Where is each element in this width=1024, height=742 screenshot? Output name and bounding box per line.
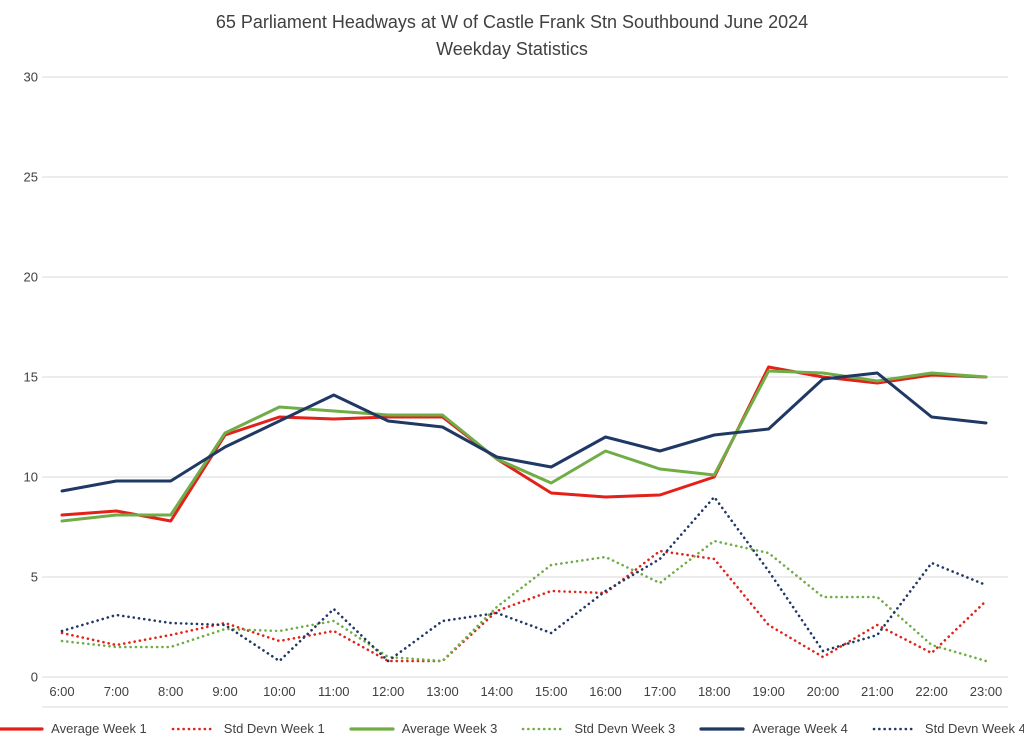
x-axis-tick-label: 22:00	[915, 684, 948, 699]
series-line-average-week-3	[60, 369, 988, 523]
legend-label: Std Devn Week 4	[924, 721, 1024, 736]
legend-line-sample	[522, 727, 567, 730]
chart-title: 65 Parliament Headways at W of Castle Fr…	[0, 9, 1024, 63]
series-line-std-devn-week-3	[60, 539, 988, 663]
x-axis-tick-label: 18:00	[698, 684, 731, 699]
legend-label: Std Devn Week 1	[223, 721, 325, 736]
legend-item: Std Devn Week 1	[171, 721, 325, 736]
legend-item: Std Devn Week 3	[521, 721, 675, 736]
legend-line-sample	[872, 727, 918, 730]
x-axis-tick-label: 12:00	[372, 684, 405, 699]
x-axis-tick-label: 8:00	[158, 684, 183, 699]
y-axis-tick-label: 30	[24, 70, 38, 85]
legend-item: Average Week 3	[349, 721, 498, 736]
legend-label: Average Week 3	[401, 721, 498, 736]
x-axis-tick-label: 21:00	[861, 684, 894, 699]
y-axis-tick-label: 10	[24, 470, 38, 485]
y-axis-tick-label: 20	[24, 270, 38, 285]
legend-label: Std Devn Week 3	[574, 721, 676, 736]
legend-item: Average Week 4	[699, 721, 848, 736]
y-axis-tick-label: 25	[24, 170, 38, 185]
chart-title-line2: Weekday Statistics	[436, 39, 588, 59]
legend-line-sample	[349, 726, 395, 731]
x-axis-tick-label: 9:00	[212, 684, 237, 699]
x-axis-tick-label: 7:00	[104, 684, 129, 699]
x-axis-tick-label: 19:00	[752, 684, 785, 699]
legend: Average Week 1 Std Devn Week 1 Average Wee…	[0, 721, 1024, 736]
series-line-average-week-1	[60, 365, 988, 523]
x-axis-tick-label: 13:00	[426, 684, 459, 699]
legend-item: Average Week 1	[0, 721, 147, 736]
x-axis-tick-label: 16:00	[589, 684, 622, 699]
x-axis-tick-label: 11:00	[318, 684, 350, 699]
y-axis-tick-label: 5	[31, 570, 38, 585]
x-axis-tick-label: 10:00	[263, 684, 296, 699]
legend-line-sample	[0, 726, 44, 731]
legend-label: Average Week 1	[51, 721, 147, 736]
chart-title-line1: 65 Parliament Headways at W of Castle Fr…	[215, 12, 809, 32]
y-axis-tick-label: 15	[24, 370, 38, 385]
x-axis-tick-label: 23:00	[970, 684, 1003, 699]
x-axis-tick-label: 20:00	[807, 684, 840, 699]
series-line-std-devn-week-4	[60, 495, 988, 663]
series-line-std-devn-week-1	[60, 549, 988, 663]
y-axis-tick-label: 0	[31, 670, 38, 685]
x-axis-tick-label: 6:00	[49, 684, 74, 699]
legend-line-sample	[171, 727, 217, 730]
legend-item: Std Devn Week 4	[872, 721, 1024, 736]
x-axis-tick-label: 15:00	[535, 684, 568, 699]
legend-label: Average Week 4	[752, 721, 848, 736]
x-axis-tick-label: 17:00	[644, 684, 677, 699]
legend-line-sample	[699, 726, 745, 731]
x-axis-tick-label: 14:00	[481, 684, 514, 699]
series-line-average-week-4	[60, 371, 988, 493]
